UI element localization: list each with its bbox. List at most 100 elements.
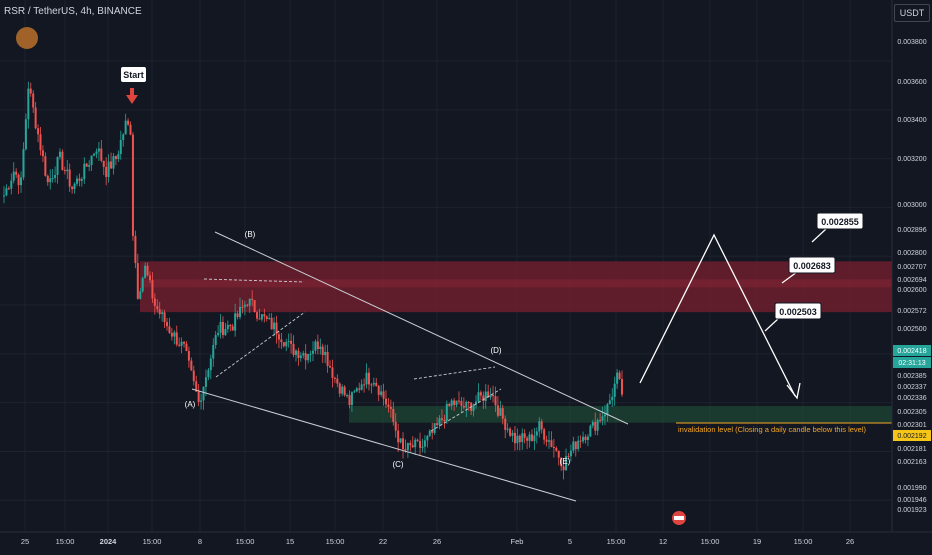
candle-body [509,428,512,436]
channel-upper-line[interactable] [214,231,629,425]
candle-body [27,88,30,120]
candle-body [426,435,429,441]
invalidation-label: invalidation level (Closing a daily cand… [678,425,867,434]
candle-body [168,326,171,333]
candle-body [156,305,159,310]
candle-body [122,134,125,141]
candle-body [406,443,409,451]
candle-body [453,400,456,406]
candle-body [102,160,105,167]
candle-body [153,298,156,306]
candle-body [567,456,570,458]
projection-arrow-head [786,382,801,400]
target-label-1: 0.002855 [821,217,859,227]
candle-body [7,188,10,190]
candle-body [377,386,380,395]
candle-body [88,164,91,167]
candle-body [409,443,412,446]
candle-body [577,440,580,450]
candle-body [22,149,25,178]
wave-label-c: (C) [392,460,403,469]
wave-label-a: (A) [185,400,196,409]
channel-lower-line[interactable] [191,388,577,502]
time-tick-label: 15:00 [607,537,626,546]
candle-body [243,304,246,308]
candle-body [457,400,460,402]
symbol-title[interactable]: RSR / TetherUS, 4h, BINANCE [4,6,142,17]
resistance-zone[interactable] [140,261,892,313]
candle-body [229,324,232,327]
price-axis-tag [893,357,931,368]
candle-body [333,377,336,379]
candle-body [148,275,151,281]
time-tick-label: 15:00 [236,537,255,546]
candle-body [175,332,178,345]
candle-body [136,263,139,299]
candle-body [17,174,20,186]
price-tick-label: 0.002694 [897,277,926,284]
candle-body [445,403,448,422]
time-tick-label: 19 [753,537,761,546]
candle-body [557,450,560,458]
time-tick-label: Feb [511,537,524,546]
candle-body [382,391,385,399]
candle-body [572,441,575,451]
candle-body [545,439,548,442]
candle-body [504,418,507,430]
target-box-2[interactable] [788,256,836,274]
candle-body [329,366,332,368]
projection-path[interactable] [639,233,796,397]
candle-body [71,186,74,190]
candle-body [440,418,443,420]
candle-body [560,457,563,467]
candle-body [41,150,44,157]
candle-body [518,435,521,443]
candle-body [24,119,27,150]
candle-body [285,341,288,347]
time-tick-label: 22 [379,537,387,546]
candle-body [183,341,186,344]
time-tick-label: 2024 [100,537,118,546]
price-tick-label: 0.003200 [897,156,926,163]
candle-body [209,358,212,371]
candle-body [282,342,285,347]
candle-body [34,107,37,129]
candle-body [431,430,434,433]
target-box-1[interactable] [816,212,864,230]
time-tick-label: 15:00 [143,537,162,546]
candle-body [256,312,259,319]
price-tick-label: 0.002336 [897,395,926,402]
currency-button[interactable]: USDT [894,4,930,22]
candle-body [584,436,587,441]
candle-body [309,353,312,355]
candle-body [234,313,237,331]
candle-body [467,401,470,403]
candle-body [304,353,307,361]
candle-body [214,335,217,346]
target-box-3[interactable] [774,302,822,320]
candle-body [114,156,117,160]
candle-body [472,404,475,411]
candle-body [173,332,176,337]
candle-body [589,425,592,437]
price-axis-panel[interactable] [892,0,932,550]
candle-body [299,355,302,358]
candle-body [263,314,266,317]
candle-body [258,318,261,320]
candle-body [68,169,71,187]
candle-body [555,448,558,451]
start-arrow-icon [126,88,138,104]
time-tick-label: 15 [286,537,294,546]
price-tick-label: 0.002572 [897,308,926,315]
candle-body [521,433,524,443]
candle-body [616,372,619,384]
price-tick-label: 0.002305 [897,409,926,416]
candle-body [331,367,334,378]
candle-body [392,408,395,422]
candle-body [185,343,188,352]
candle-body [550,440,553,447]
candle-body [586,436,589,441]
support-zone[interactable] [349,406,892,423]
